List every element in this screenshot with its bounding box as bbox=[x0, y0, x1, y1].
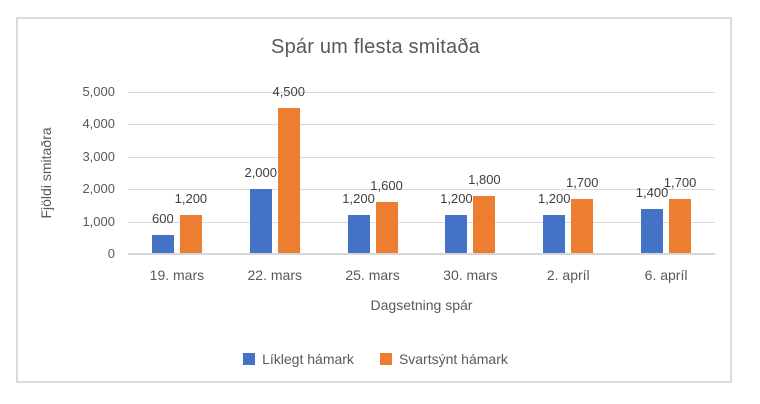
gridline bbox=[128, 156, 715, 158]
legend-item-l-klegt-h-mark: Líklegt hámark bbox=[243, 351, 354, 367]
legend-item-svarts-nt-h-mark: Svartsýnt hámark bbox=[379, 351, 508, 367]
y-axis-tick-label: 5,000 bbox=[82, 84, 115, 99]
chart-title: Spár um flesta smitaða bbox=[271, 36, 480, 58]
gridline bbox=[128, 189, 715, 191]
bar-svarts-nt-h-mark-30-mars bbox=[473, 195, 496, 254]
bar-l-klegt-h-mark-6-apr-l bbox=[641, 208, 664, 254]
bar-value-label: 1,200 bbox=[440, 191, 473, 207]
legend-swatch-icon bbox=[379, 353, 392, 365]
gridline bbox=[128, 124, 715, 126]
bar-value-label: 1,700 bbox=[663, 174, 697, 190]
x-axis-line bbox=[128, 253, 715, 255]
bar-value-label: 2,000 bbox=[244, 165, 278, 181]
y-axis-tick-label: 0 bbox=[107, 246, 115, 261]
y-axis-tick-label: 1,000 bbox=[82, 213, 115, 229]
y-axis-tick-label: 4,000 bbox=[82, 116, 115, 132]
x-axis-tick-label: 22. mars bbox=[247, 267, 302, 283]
bar-l-klegt-h-mark-2-apr-l bbox=[543, 215, 566, 254]
bar-svarts-nt-h-mark-6-apr-l bbox=[669, 198, 692, 254]
y-axis-tick-label: 3,000 bbox=[82, 148, 115, 164]
bar-value-label: 1,800 bbox=[468, 171, 501, 187]
bar-l-klegt-h-mark-19-mars bbox=[151, 234, 174, 254]
bar-l-klegt-h-mark-25-mars bbox=[347, 215, 370, 254]
legend-label: Svartsýnt hámark bbox=[398, 351, 508, 367]
bar-svarts-nt-h-mark-22-mars bbox=[277, 108, 300, 254]
bar-value-label: 4,500 bbox=[272, 84, 306, 100]
bar-l-klegt-h-mark-22-mars bbox=[249, 189, 272, 254]
bar-value-label: 1,700 bbox=[565, 174, 599, 190]
bar-l-klegt-h-mark-30-mars bbox=[445, 215, 468, 254]
x-axis-tick-label: 30. mars bbox=[443, 267, 498, 283]
gridline bbox=[128, 92, 715, 93]
x-axis-tick-label: 2. apríl bbox=[546, 267, 590, 283]
gridline bbox=[128, 221, 715, 223]
bar-value-label: 1,600 bbox=[370, 178, 403, 194]
y-axis-tick-label: 2,000 bbox=[82, 181, 115, 197]
bar-value-label: 1,200 bbox=[174, 191, 208, 207]
x-axis-tick-label: 6. apríl bbox=[644, 267, 688, 283]
x-axis-tick-label: 19. mars bbox=[149, 267, 205, 283]
bar-svarts-nt-h-mark-19-mars bbox=[179, 215, 202, 254]
bar-value-label: 1,200 bbox=[537, 191, 571, 207]
bar-value-label: 1,200 bbox=[342, 191, 375, 207]
bar-svarts-nt-h-mark-2-apr-l bbox=[571, 198, 594, 254]
x-axis-title: Dagsetning spár bbox=[370, 297, 473, 313]
bar-value-label: 600 bbox=[152, 210, 174, 226]
bar-value-label: 1,400 bbox=[635, 184, 669, 200]
bar-svarts-nt-h-mark-25-mars bbox=[375, 202, 398, 254]
x-axis-tick-label: 25. mars bbox=[345, 267, 400, 283]
legend-swatch-icon bbox=[243, 353, 256, 365]
chart-frame bbox=[16, 17, 732, 383]
legend-label: Líklegt hámark bbox=[262, 351, 354, 367]
legend: Líklegt hámark Svartsýnt hámark bbox=[16, 351, 735, 367]
